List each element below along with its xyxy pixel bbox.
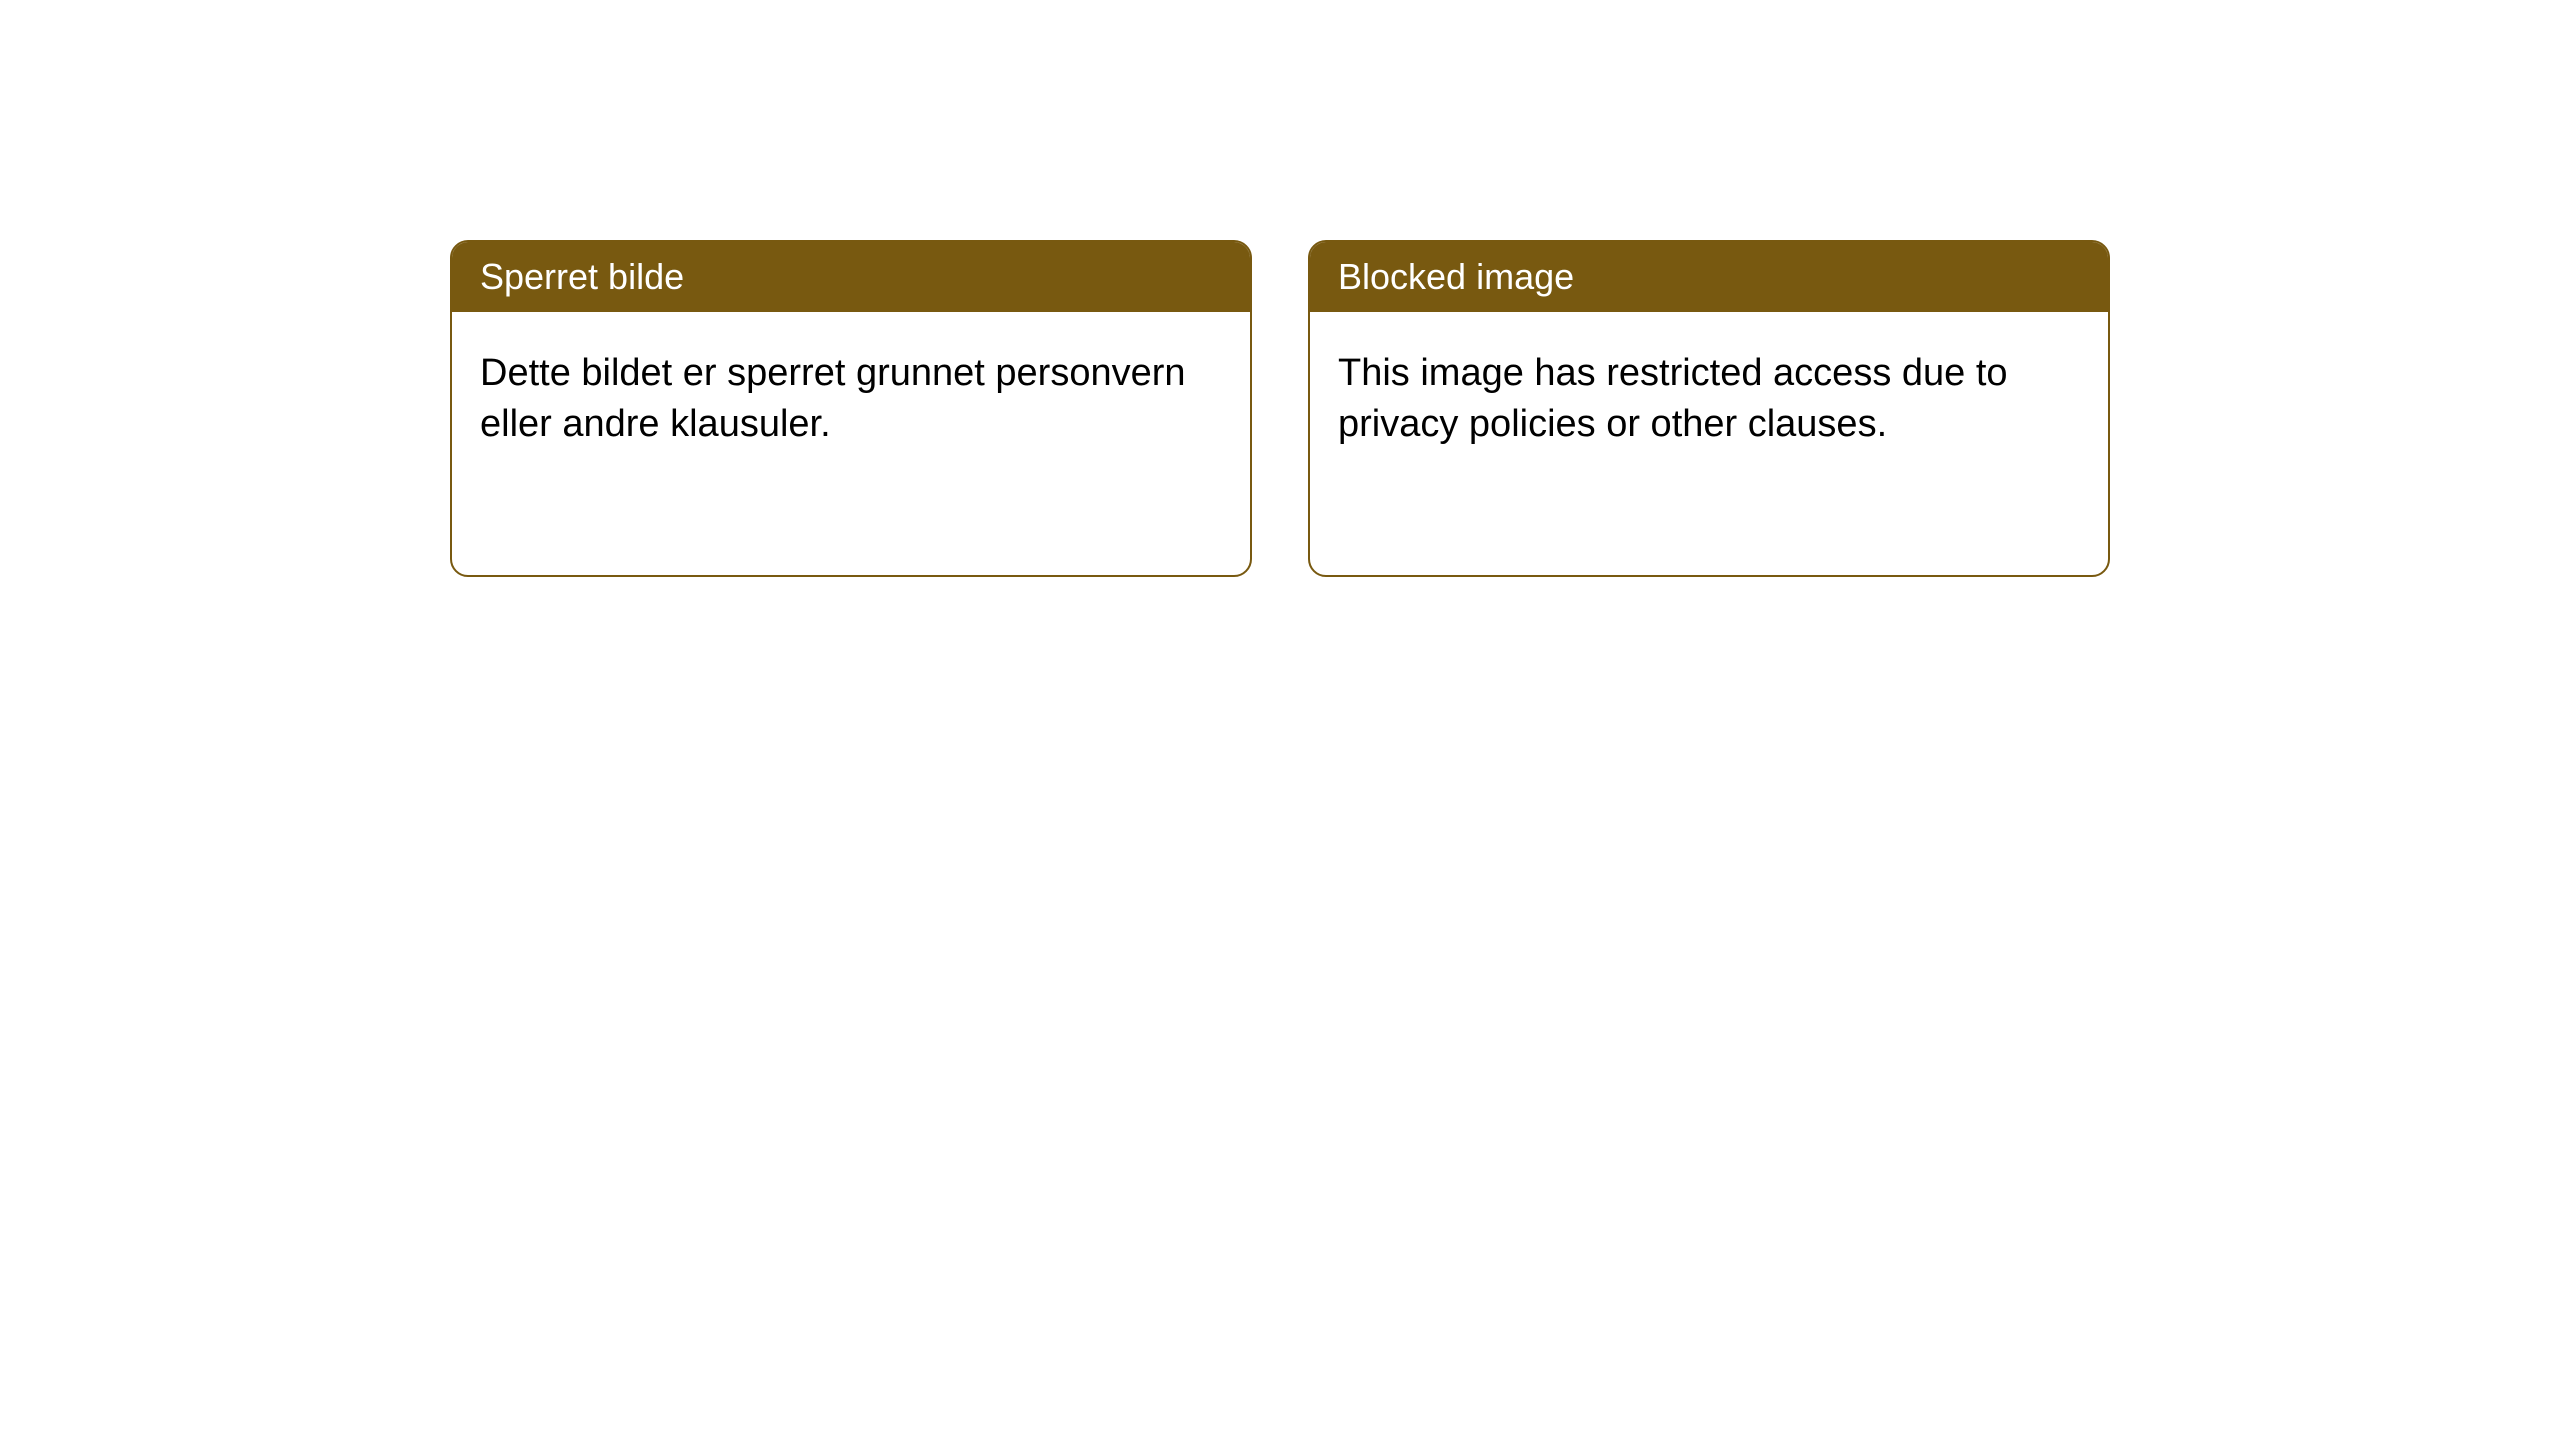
- notice-card-norwegian: Sperret bilde Dette bildet er sperret gr…: [450, 240, 1252, 577]
- notice-header-text: Sperret bilde: [480, 256, 684, 297]
- notice-card-english: Blocked image This image has restricted …: [1308, 240, 2110, 577]
- notice-body-text: Dette bildet er sperret grunnet personve…: [480, 352, 1186, 445]
- notice-header: Blocked image: [1310, 242, 2108, 312]
- notice-body-text: This image has restricted access due to …: [1338, 352, 2008, 445]
- notice-body: This image has restricted access due to …: [1310, 312, 2108, 487]
- notice-header: Sperret bilde: [452, 242, 1250, 312]
- notice-cards-container: Sperret bilde Dette bildet er sperret gr…: [450, 240, 2110, 577]
- notice-header-text: Blocked image: [1338, 256, 1574, 297]
- notice-body: Dette bildet er sperret grunnet personve…: [452, 312, 1250, 487]
